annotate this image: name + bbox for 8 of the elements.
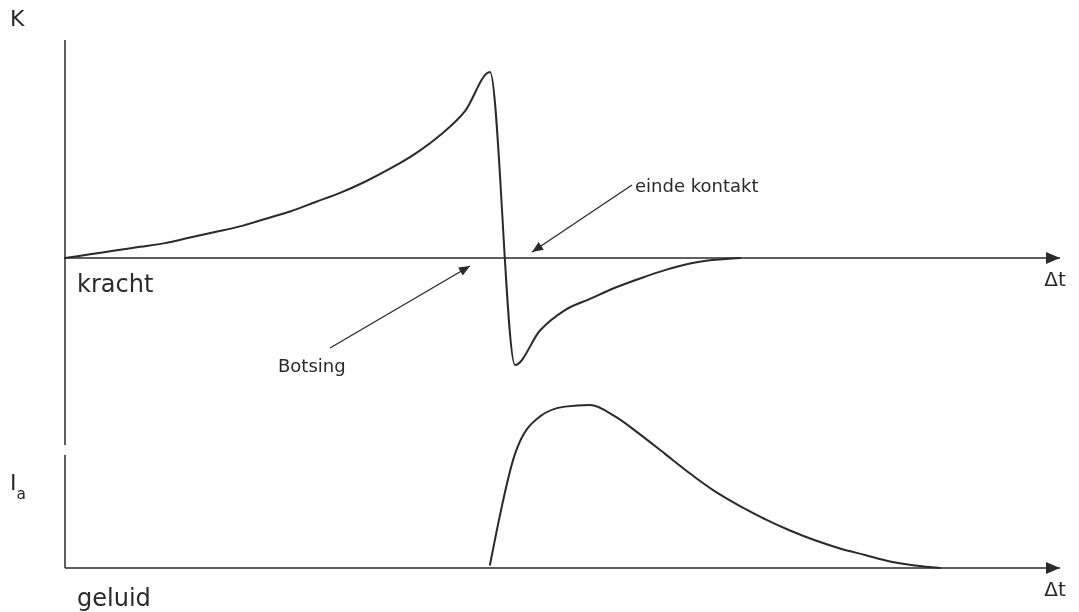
- text: geluid: [77, 584, 151, 612]
- y-axis-title: I$_{a}$: [10, 470, 26, 503]
- annotation: einde kontakt: [635, 175, 759, 196]
- x-axis-title: Δt: [1044, 267, 1066, 291]
- annotation: Botsing: [278, 355, 346, 376]
- y-axis-title: K: [10, 6, 25, 31]
- text: kracht: [77, 270, 154, 298]
- x-axis-title: Δt: [1044, 577, 1066, 601]
